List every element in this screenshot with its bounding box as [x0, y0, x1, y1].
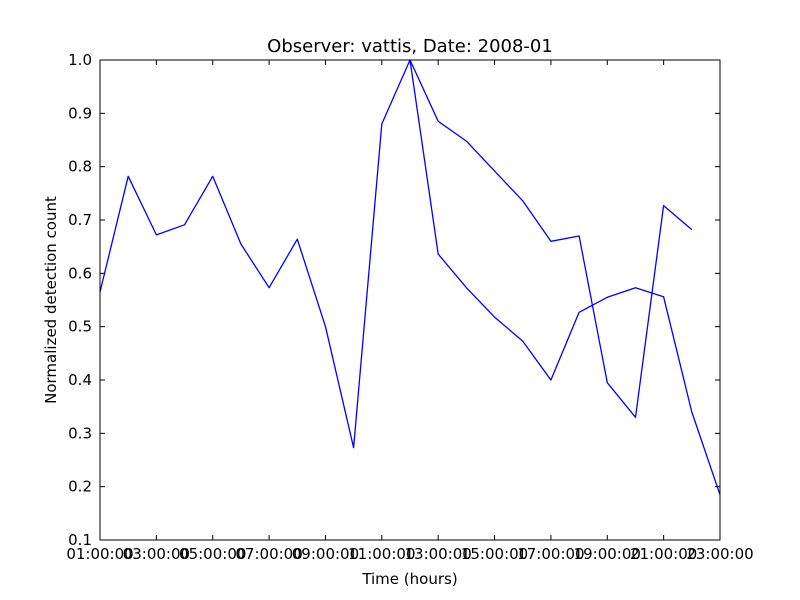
y-tick-label: 0.2 [68, 478, 92, 496]
y-axis-label: Normalized detection count [42, 196, 60, 404]
ticks-layer: 01:00:0003:00:0005:00:0007:00:0009:00:00… [66, 51, 753, 563]
x-tick-label: 15:00:00 [461, 545, 528, 563]
y-tick-label: 0.6 [68, 264, 92, 282]
x-tick-label: 21:00:00 [630, 545, 697, 563]
y-tick-label: 0.5 [68, 318, 92, 336]
y-tick-label: 0.7 [68, 211, 92, 229]
y-tick-label: 0.8 [68, 158, 92, 176]
x-tick-label: 09:00:00 [292, 545, 359, 563]
x-tick-label: 05:00:00 [179, 545, 246, 563]
y-tick-label: 0.9 [68, 104, 92, 122]
x-tick-label: 23:00:00 [686, 545, 753, 563]
x-tick-label: 03:00:00 [123, 545, 190, 563]
series-line-1 [409, 59, 693, 418]
y-tick-label: 0.4 [68, 371, 92, 389]
y-tick-label: 0.1 [68, 531, 92, 549]
x-tick-label: 19:00:00 [574, 545, 641, 563]
x-tick-label: 07:00:00 [235, 545, 302, 563]
y-tick-label: 1.0 [68, 51, 92, 69]
x-tick-label: 13:00:00 [404, 545, 471, 563]
plot-area [100, 60, 720, 540]
y-tick-label: 0.3 [68, 424, 92, 442]
x-tick-label: 01:00:00 [66, 545, 133, 563]
x-tick-label: 17:00:00 [517, 545, 584, 563]
x-axis-label: Time (hours) [361, 570, 457, 588]
plot-frame [99, 59, 721, 541]
chart-title: Observer: vattis, Date: 2008-01 [267, 36, 553, 57]
x-tick-label: 11:00:00 [348, 545, 415, 563]
